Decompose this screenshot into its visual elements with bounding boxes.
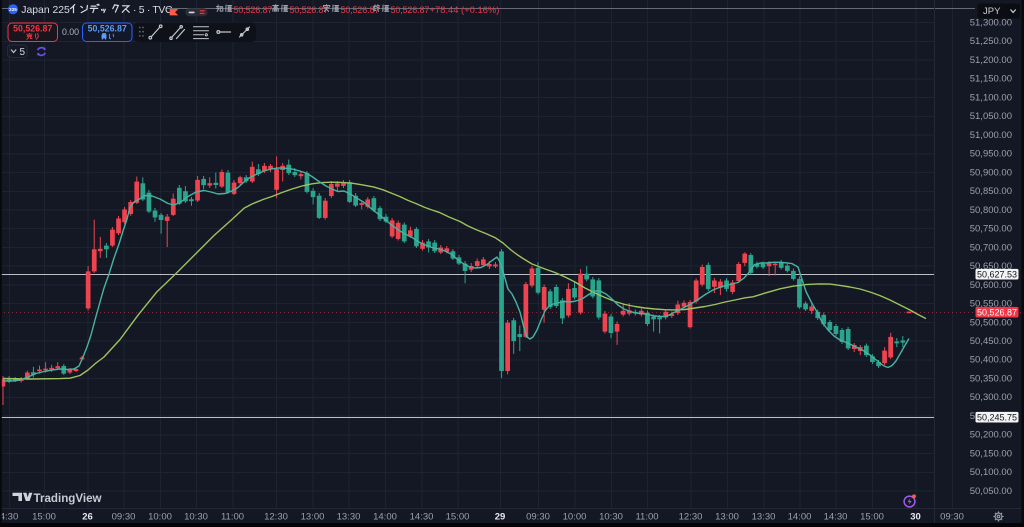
svg-text:50,526.87: 50,526.87 <box>88 24 127 34</box>
svg-text:10:30: 10:30 <box>184 512 208 523</box>
svg-text:14:30: 14:30 <box>410 512 434 523</box>
svg-text:10:00: 10:00 <box>563 512 587 523</box>
svg-text:· 5 · TVC: · 5 · TVC <box>133 5 173 16</box>
svg-text:50,050.00: 50,050.00 <box>970 486 1012 497</box>
svg-text:15:00: 15:00 <box>32 512 56 523</box>
svg-text:50,300.00: 50,300.00 <box>970 392 1012 403</box>
svg-text:50,627.53: 50,627.53 <box>977 269 1017 279</box>
svg-text:4:30: 4:30 <box>0 512 18 523</box>
svg-text:50,600.00: 50,600.00 <box>970 280 1012 291</box>
svg-text:50,550.00: 50,550.00 <box>970 299 1012 310</box>
svg-text:50,800.00: 50,800.00 <box>970 205 1012 216</box>
svg-text:12:30: 12:30 <box>679 512 703 523</box>
svg-text:50,850.00: 50,850.00 <box>970 186 1012 197</box>
svg-text:14:00: 14:00 <box>373 512 397 523</box>
svg-text:09:30: 09:30 <box>526 512 550 523</box>
svg-text:26: 26 <box>82 512 93 523</box>
svg-text:50,750.00: 50,750.00 <box>970 224 1012 235</box>
svg-text:10:30: 10:30 <box>599 512 623 523</box>
svg-text:TradingView: TradingView <box>34 492 103 505</box>
svg-text:50,245.75: 50,245.75 <box>977 412 1017 422</box>
svg-text:225: 225 <box>9 7 17 12</box>
svg-text:51,200.00: 51,200.00 <box>970 55 1012 66</box>
svg-text:51,150.00: 51,150.00 <box>970 74 1012 85</box>
svg-text:13:30: 13:30 <box>337 512 361 523</box>
svg-text:50,100.00: 50,100.00 <box>970 467 1012 478</box>
svg-text:50,500.00: 50,500.00 <box>970 317 1012 328</box>
svg-text:14:30: 14:30 <box>824 512 848 523</box>
svg-text:15:00: 15:00 <box>446 512 470 523</box>
svg-text:50,400.00: 50,400.00 <box>970 355 1012 366</box>
svg-text:50,900.00: 50,900.00 <box>970 167 1012 178</box>
svg-text:50,526.87: 50,526.87 <box>13 24 52 34</box>
svg-text:50,350.00: 50,350.00 <box>970 374 1012 385</box>
svg-text:50,150.00: 50,150.00 <box>970 448 1012 459</box>
svg-text:12:30: 12:30 <box>264 512 288 523</box>
svg-text:14:00: 14:00 <box>788 512 812 523</box>
svg-text:15:00: 15:00 <box>860 512 884 523</box>
svg-text:51,050.00: 51,050.00 <box>970 111 1012 122</box>
svg-text:50,526.87: 50,526.87 <box>391 5 430 15</box>
svg-text:50,700.00: 50,700.00 <box>970 242 1012 253</box>
svg-text:51,250.00: 51,250.00 <box>970 36 1012 47</box>
svg-text:09:30: 09:30 <box>112 512 136 523</box>
svg-text:10:00: 10:00 <box>148 512 172 523</box>
svg-text:29: 29 <box>495 512 506 523</box>
svg-text:09:30: 09:30 <box>940 512 964 523</box>
svg-text:30: 30 <box>910 512 921 523</box>
svg-text:50,650.00: 50,650.00 <box>970 261 1012 272</box>
svg-text:50,526.87: 50,526.87 <box>341 5 380 15</box>
svg-text:13:00: 13:00 <box>715 512 739 523</box>
svg-text:Japan 225: Japan 225 <box>21 5 70 16</box>
svg-text:50,200.00: 50,200.00 <box>970 430 1012 441</box>
svg-text:51,100.00: 51,100.00 <box>970 92 1012 103</box>
svg-text:50,950.00: 50,950.00 <box>970 149 1012 160</box>
svg-text:51,000.00: 51,000.00 <box>970 130 1012 141</box>
svg-text:JPY: JPY <box>983 6 1001 17</box>
svg-text:11:00: 11:00 <box>221 512 244 523</box>
svg-text:+78.44 (+0.16%): +78.44 (+0.16%) <box>430 4 500 15</box>
svg-text:51,300.00: 51,300.00 <box>970 17 1012 28</box>
svg-text:13:00: 13:00 <box>301 512 325 523</box>
svg-text:0.00: 0.00 <box>62 27 79 37</box>
svg-text:50,450.00: 50,450.00 <box>970 336 1012 347</box>
svg-text:11:00: 11:00 <box>635 512 658 523</box>
svg-text:50,526.87: 50,526.87 <box>234 5 273 15</box>
svg-text:13:30: 13:30 <box>752 512 776 523</box>
svg-text:50,526.87: 50,526.87 <box>290 5 329 15</box>
svg-text:5: 5 <box>20 47 26 58</box>
svg-text:50,526.87: 50,526.87 <box>977 307 1017 317</box>
